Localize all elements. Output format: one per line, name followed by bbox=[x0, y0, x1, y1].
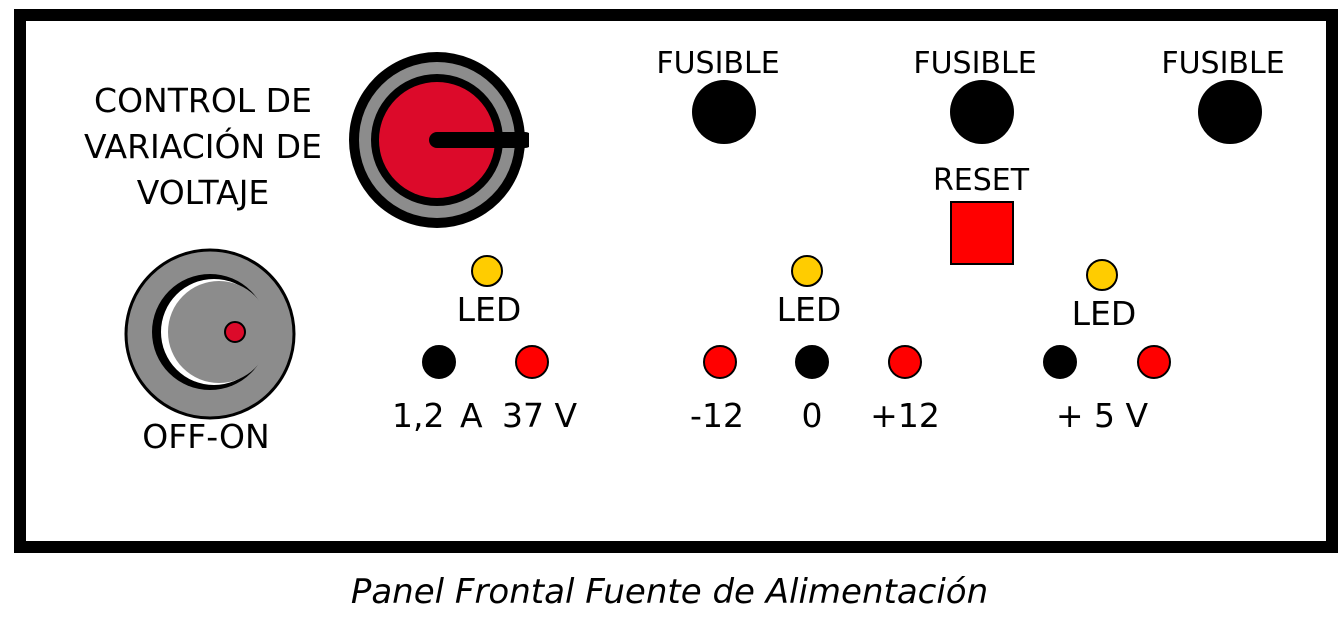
power-switch[interactable] bbox=[124, 248, 296, 420]
voltage-control-label-line-2: VARIACIÓN DE bbox=[84, 127, 322, 166]
power-switch-label: OFF-ON bbox=[142, 417, 270, 456]
zero-label: 0 bbox=[801, 396, 823, 435]
terminal-minus12[interactable] bbox=[703, 345, 737, 379]
voltage-control-label-line-3: VOLTAJE bbox=[136, 173, 270, 212]
fuse-2[interactable] bbox=[950, 80, 1014, 144]
current-unit-label: A bbox=[460, 396, 483, 435]
power-indicator-icon bbox=[224, 321, 246, 343]
terminal-5v-black[interactable] bbox=[1043, 345, 1077, 379]
reset-label: RESET bbox=[932, 163, 1030, 198]
fuse-label-1: FUSIBLE bbox=[656, 46, 780, 81]
minus12-label: -12 bbox=[690, 396, 744, 435]
terminal-0[interactable] bbox=[795, 345, 829, 379]
led-indicator-3 bbox=[1086, 259, 1118, 291]
voltage-37v-label: 37 V bbox=[502, 396, 578, 435]
terminal-5v-red[interactable] bbox=[1137, 345, 1171, 379]
led-indicator-1 bbox=[471, 255, 503, 287]
led-label-3: LED bbox=[1071, 294, 1137, 333]
voltage-control-label: CONTROL DE VARIACIÓN DE VOLTAJE bbox=[84, 78, 322, 216]
plus5v-label: + 5 V bbox=[1055, 396, 1149, 435]
current-value-label: 1,2 bbox=[392, 396, 445, 435]
fuse-label-3: FUSIBLE bbox=[1161, 46, 1285, 81]
led-indicator-2 bbox=[791, 255, 823, 287]
figure-caption: Panel Frontal Fuente de Alimentación bbox=[350, 572, 989, 612]
fuse-label-2: FUSIBLE bbox=[913, 46, 1037, 81]
led-label-2: LED bbox=[776, 290, 842, 329]
voltage-control-label-line-1: CONTROL DE bbox=[94, 81, 312, 120]
reset-button[interactable] bbox=[950, 201, 1014, 265]
fuse-3[interactable] bbox=[1198, 80, 1262, 144]
terminal-1-black[interactable] bbox=[422, 345, 456, 379]
plus12-label: +12 bbox=[870, 396, 940, 435]
fuse-1[interactable] bbox=[692, 80, 756, 144]
led-label-1: LED bbox=[456, 290, 522, 329]
terminal-plus12[interactable] bbox=[888, 345, 922, 379]
terminal-1-red[interactable] bbox=[515, 345, 549, 379]
voltage-control-knob[interactable] bbox=[345, 48, 529, 232]
